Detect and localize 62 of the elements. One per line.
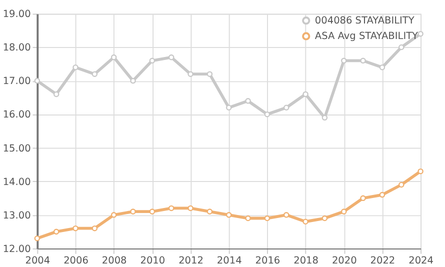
y-tick-label: 18.00	[2, 42, 31, 54]
y-tick-label: 15.00	[2, 143, 31, 154]
x-tick-label: 2006	[64, 256, 88, 267]
point	[149, 208, 156, 214]
x-tick-label: 2024	[408, 256, 434, 267]
point	[379, 64, 386, 70]
point	[110, 54, 117, 60]
x-tick-label: 2020	[332, 256, 357, 267]
y-tick-label: 19.00	[2, 9, 31, 20]
x-tick-label: 2012	[178, 256, 204, 267]
point	[264, 111, 270, 118]
point	[340, 208, 347, 214]
point	[188, 71, 194, 77]
point	[130, 208, 136, 214]
point	[226, 212, 232, 218]
point	[398, 182, 404, 188]
point	[360, 195, 366, 202]
point	[130, 78, 136, 84]
point	[226, 104, 232, 110]
y-tick-label: 16.00	[2, 110, 31, 121]
point	[302, 218, 308, 225]
x-tick-label: 2010	[140, 256, 166, 267]
point	[34, 236, 40, 242]
point	[418, 30, 424, 37]
point	[149, 58, 156, 64]
x-tick-label: 2014	[216, 256, 242, 267]
point	[264, 215, 270, 222]
point	[379, 192, 386, 198]
point	[92, 225, 98, 232]
point	[53, 228, 60, 235]
point	[418, 168, 424, 174]
x-tick-label: 2018	[294, 256, 318, 267]
point	[360, 58, 366, 64]
point	[245, 98, 251, 104]
legend-label: 004086 STAYABILITY	[314, 16, 414, 27]
point	[168, 54, 174, 60]
point	[206, 71, 213, 77]
point	[340, 58, 347, 64]
point	[110, 212, 117, 218]
point	[206, 208, 213, 214]
point	[92, 71, 98, 77]
point	[53, 91, 60, 98]
y-tick-label: 12.00	[2, 244, 31, 255]
point	[72, 64, 78, 70]
point	[168, 205, 174, 212]
point	[34, 78, 40, 84]
x-tick-label: 2004	[25, 256, 50, 267]
point	[398, 44, 404, 50]
y-tick-label: 13.00	[2, 210, 31, 222]
legend-label: ASA Avg STAYABILITY	[314, 31, 418, 42]
point	[245, 215, 251, 222]
x-tick-label: 2016	[255, 256, 280, 267]
point	[188, 205, 194, 212]
y-tick-label: 14.00	[2, 176, 31, 188]
point	[322, 215, 328, 222]
x-tick-label: 2022	[370, 256, 396, 267]
point	[283, 212, 290, 218]
point	[72, 225, 78, 232]
x-tick-label: 2008	[102, 256, 127, 267]
y-tick-label: 17.00	[2, 76, 31, 88]
point	[283, 104, 290, 110]
point	[302, 91, 308, 98]
